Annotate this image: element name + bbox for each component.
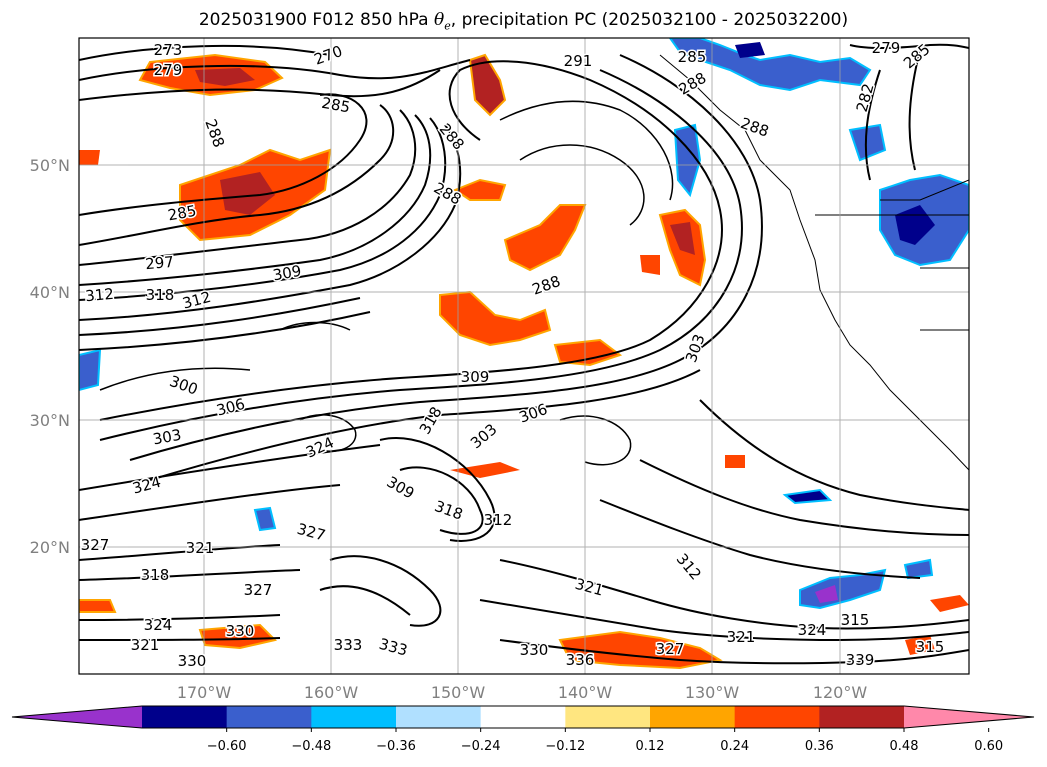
plot-border — [78, 37, 970, 675]
contour-label: 273 — [154, 41, 183, 59]
colorbar-tick-label: 0.36 — [805, 739, 834, 754]
colorbar: −0.60 −0.48 −0.36 −0.24 −0.12 0.12 0.24 0.36 0.4… — [11, 705, 1035, 754]
longitude-labels: 170°W 160°W 150°W 140°W 130°W 120°W — [177, 683, 868, 702]
lon-label-140w: 140°W — [558, 683, 613, 702]
contour-label: 339 — [846, 651, 875, 669]
colorbar-tick-label: 0.12 — [636, 739, 665, 754]
contour-label: 321 — [727, 628, 756, 646]
title-suffix: , precipitation PC (2025032100 - 2025032… — [450, 10, 849, 30]
theta-symbol: θe — [434, 10, 451, 33]
gridlines — [79, 38, 969, 674]
colorbar-segment — [650, 706, 736, 728]
colorbar-tick-label: −0.48 — [291, 739, 331, 754]
contour-label: 315 — [916, 638, 945, 656]
colorbar-segment — [396, 706, 482, 728]
colorbar-segment — [819, 706, 905, 728]
colorbar-extend-min — [12, 706, 142, 728]
colorbar-extend-max — [904, 706, 1034, 728]
lon-label-130w: 130°W — [685, 683, 740, 702]
contour-label: 330 — [178, 652, 207, 670]
lon-label-120w: 120°W — [813, 683, 868, 702]
contour-label: 279 — [872, 39, 901, 57]
contour-label: 285 — [678, 48, 707, 66]
colorbar-tick-label: 0.60 — [974, 739, 1003, 754]
contour-label: 333 — [334, 636, 363, 654]
colorbar-tick-label: 0.24 — [720, 739, 749, 754]
lon-label-160w: 160°W — [304, 683, 359, 702]
precip-positive-patches — [79, 53, 969, 670]
contour-label: 327 — [656, 640, 685, 658]
lat-label-30n: 30°N — [30, 411, 70, 430]
lon-label-170w: 170°W — [177, 683, 232, 702]
contour-label: 321 — [131, 636, 160, 654]
contour-label: 315 — [841, 611, 870, 629]
theta-e-contours-thin — [99, 100, 674, 466]
colorbar-tick-label: −0.12 — [545, 739, 585, 754]
lat-label-40n: 40°N — [30, 283, 70, 302]
contour-label: 297 — [145, 253, 175, 273]
contour-label: 312 — [484, 511, 513, 529]
contour-label: 324 — [144, 616, 173, 634]
colorbar-segment — [311, 706, 397, 728]
contour-label: 318 — [146, 286, 175, 304]
theta-e-contours — [79, 43, 969, 665]
contour-label: 318 — [141, 566, 170, 584]
colorbar-outline — [11, 705, 1035, 729]
contour-label: 336 — [566, 651, 595, 669]
colorbar-segment — [565, 706, 651, 728]
contour-label: 282 — [853, 82, 878, 114]
contour-label: 327 — [81, 536, 110, 554]
map-title: 2025031900 F012 850 hPa θe, precipitatio… — [0, 10, 1047, 32]
colorbar-tick-label: −0.36 — [376, 739, 416, 754]
precip-negative-patches — [79, 38, 969, 610]
title-prefix: 2025031900 F012 850 hPa — [198, 10, 434, 30]
colorbar-tick-label: −0.60 — [207, 739, 247, 754]
coastline — [659, 54, 969, 471]
contour-label: 309 — [461, 368, 490, 386]
contour-label: 291 — [564, 52, 593, 70]
lat-label-20n: 20°N — [30, 538, 70, 557]
colorbar-segment — [734, 706, 820, 728]
latitude-labels: 50°N 40°N 30°N 20°N — [30, 156, 70, 557]
colorbar-segment — [226, 706, 312, 728]
colorbar-tick-label: −0.24 — [461, 739, 501, 754]
colorbar-tick-label: 0.48 — [890, 739, 919, 754]
contour-label: 321 — [186, 539, 215, 557]
lat-label-50n: 50°N — [30, 156, 70, 175]
contour-label: 330 — [226, 622, 255, 640]
contour-label: 330 — [520, 641, 549, 659]
contour-label: 312 — [85, 285, 115, 305]
colorbar-segment — [142, 706, 228, 728]
lon-label-150w: 150°W — [431, 683, 486, 702]
contour-label: 324 — [798, 621, 827, 639]
contour-label: 279 — [154, 61, 183, 79]
colorbar-segment — [480, 706, 566, 728]
contour-label: 327 — [244, 581, 273, 599]
